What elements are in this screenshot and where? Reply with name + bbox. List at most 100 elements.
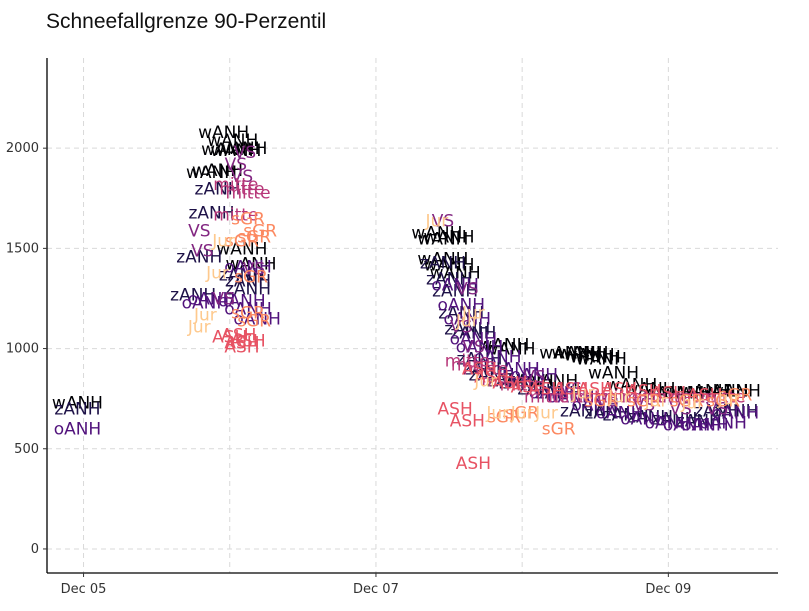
- data-point-zANH: zANH: [560, 402, 606, 422]
- data-point-VS: VS: [191, 241, 213, 261]
- data-point-oANH: oANH: [431, 275, 479, 295]
- data-point-wANH: wANH: [484, 340, 535, 360]
- data-point-ASH: ASH: [474, 368, 509, 388]
- data-point-VS: VS: [234, 143, 256, 163]
- data-point-VS: VS: [669, 400, 691, 420]
- data-point-oANH: oANH: [182, 293, 230, 313]
- data-point-ASH: ASH: [578, 380, 613, 400]
- data-point-wANH: wANH: [570, 348, 621, 368]
- chart-title: Schneefallgrenze 90-Perzentil: [46, 10, 327, 33]
- data-point-zANH: zANH: [499, 374, 545, 394]
- data-point-VS: VS: [225, 155, 247, 175]
- y-tick-label: 2000: [6, 141, 39, 156]
- data-point-Jur: Jur: [205, 263, 229, 283]
- data-point-Jur: Jur: [680, 394, 704, 414]
- data-point-Jur: Jur: [571, 384, 595, 404]
- data-point-wANH: wANH: [216, 139, 267, 159]
- data-point-oANH: oANH: [712, 404, 760, 424]
- data-point-oANH: oANH: [663, 416, 711, 436]
- data-point-mitte: mitte: [445, 352, 490, 372]
- data-point-wANH: wANH: [679, 382, 730, 402]
- data-point-sGR: sGR: [706, 392, 740, 412]
- data-point-Jur: Jur: [461, 303, 485, 323]
- y-tick-label: 1500: [6, 241, 39, 256]
- data-point-oANH: oANH: [571, 396, 619, 416]
- data-point-zANH: zANH: [450, 324, 496, 344]
- data-point-mitte: mitte: [463, 360, 508, 380]
- data-point-zANH: zANH: [188, 203, 234, 223]
- data-point-zANH: zANH: [195, 179, 241, 199]
- data-point-mitte: mitte: [219, 179, 264, 199]
- data-point-VS: VS: [560, 380, 582, 400]
- data-point-zANH: zANH: [627, 408, 673, 428]
- data-point-zANH: zANH: [420, 253, 466, 273]
- data-point-ASH: ASH: [553, 380, 588, 400]
- data-point-zANH: zANH: [469, 366, 515, 386]
- data-point-zANH: zANH: [219, 265, 265, 285]
- data-point-mitte: mitte: [500, 376, 545, 396]
- data-point-oANH: oANH: [474, 348, 522, 368]
- tick-layer: 0 500 1000 1500 2000 Dec 05 Dec 07 Dec 09: [6, 141, 691, 597]
- data-point-wANH: wANH: [430, 263, 481, 283]
- data-point-zANH: zANH: [225, 279, 271, 299]
- data-point-oANH: oANH: [511, 366, 559, 386]
- data-point-mitte: mitte: [213, 175, 258, 195]
- data-point-oANH: oANH: [596, 404, 644, 424]
- data-point-ASH: ASH: [492, 374, 527, 394]
- data-point-sGR: sGR: [231, 209, 265, 229]
- grid-layer: [47, 58, 778, 573]
- data-point-wANH: wANH: [226, 254, 277, 274]
- data-point-oANH: oANH: [699, 414, 747, 434]
- y-tick-label: 1000: [6, 342, 39, 357]
- data-point-oANH: oANH: [188, 289, 236, 309]
- data-point-mitte: mitte: [524, 388, 569, 408]
- data-point-wANH: wANH: [588, 364, 639, 384]
- data-point-Jur: Jur: [534, 404, 558, 424]
- data-point-wANH: wANH: [417, 249, 468, 269]
- data-point-ASH: ASH: [687, 386, 722, 406]
- data-point-VS: VS: [633, 396, 655, 416]
- data-point-mitte: mitte: [481, 372, 526, 392]
- data-point-ASH: ASH: [529, 380, 564, 400]
- data-point-zANH: zANH: [170, 285, 216, 305]
- data-point-zANH: zANH: [225, 271, 271, 291]
- data-point-VS: VS: [212, 289, 234, 309]
- data-point-mitte: mitte: [451, 356, 496, 376]
- data-point-ASH: ASH: [212, 328, 247, 348]
- data-point-ASH: ASH: [230, 332, 265, 352]
- data-point-wANH: wANH: [698, 382, 749, 402]
- data-point-wANH: wANH: [661, 384, 712, 404]
- data-point-VS: VS: [596, 392, 618, 412]
- data-point-mitte: mitte: [670, 388, 715, 408]
- data-point-wANH: wANH: [478, 336, 529, 356]
- data-point-wANH: wANH: [551, 344, 602, 364]
- data-point-zANH: zANH: [536, 384, 582, 404]
- data-point-sGR: sGR: [505, 404, 539, 424]
- data-point-wANH: wANH: [625, 380, 676, 400]
- data-point-Jur: Jur: [187, 318, 211, 338]
- data-point-oANH: oANH: [444, 310, 492, 330]
- data-point-wANH: wANH: [527, 372, 578, 392]
- data-point-sGR: sGR: [231, 303, 265, 323]
- data-point-VS: VS: [432, 211, 454, 231]
- data-point-oANH: oANH: [224, 299, 272, 319]
- data-point-sGR: sGR: [237, 227, 271, 247]
- data-point-ASH: ASH: [511, 378, 546, 398]
- data-point-zANH: zANH: [444, 320, 490, 340]
- data-point-mitte: mitte: [573, 388, 618, 408]
- data-point-Jur: Jur: [193, 305, 217, 325]
- data-point-sGR: sGR: [584, 392, 618, 412]
- data-point-mitte: mitte: [548, 388, 593, 408]
- data-point-sGR: sGR: [237, 312, 271, 332]
- data-point-zANH: zANH: [176, 247, 222, 267]
- data-point-oANH: oANH: [437, 295, 485, 315]
- data-point-zANH: zANH: [694, 402, 740, 422]
- data-point-zANH: zANH: [517, 380, 563, 400]
- data-point-oANH: oANH: [224, 257, 272, 277]
- data-point-Jur: Jur: [211, 231, 235, 251]
- data-point-mitte: mitte: [225, 183, 270, 203]
- data-point-wANH: wANH: [576, 350, 627, 370]
- data-point-zANH: zANH: [426, 269, 472, 289]
- data-point-zANH: zANH: [676, 412, 722, 432]
- x-tick-label: Dec 05: [61, 582, 107, 597]
